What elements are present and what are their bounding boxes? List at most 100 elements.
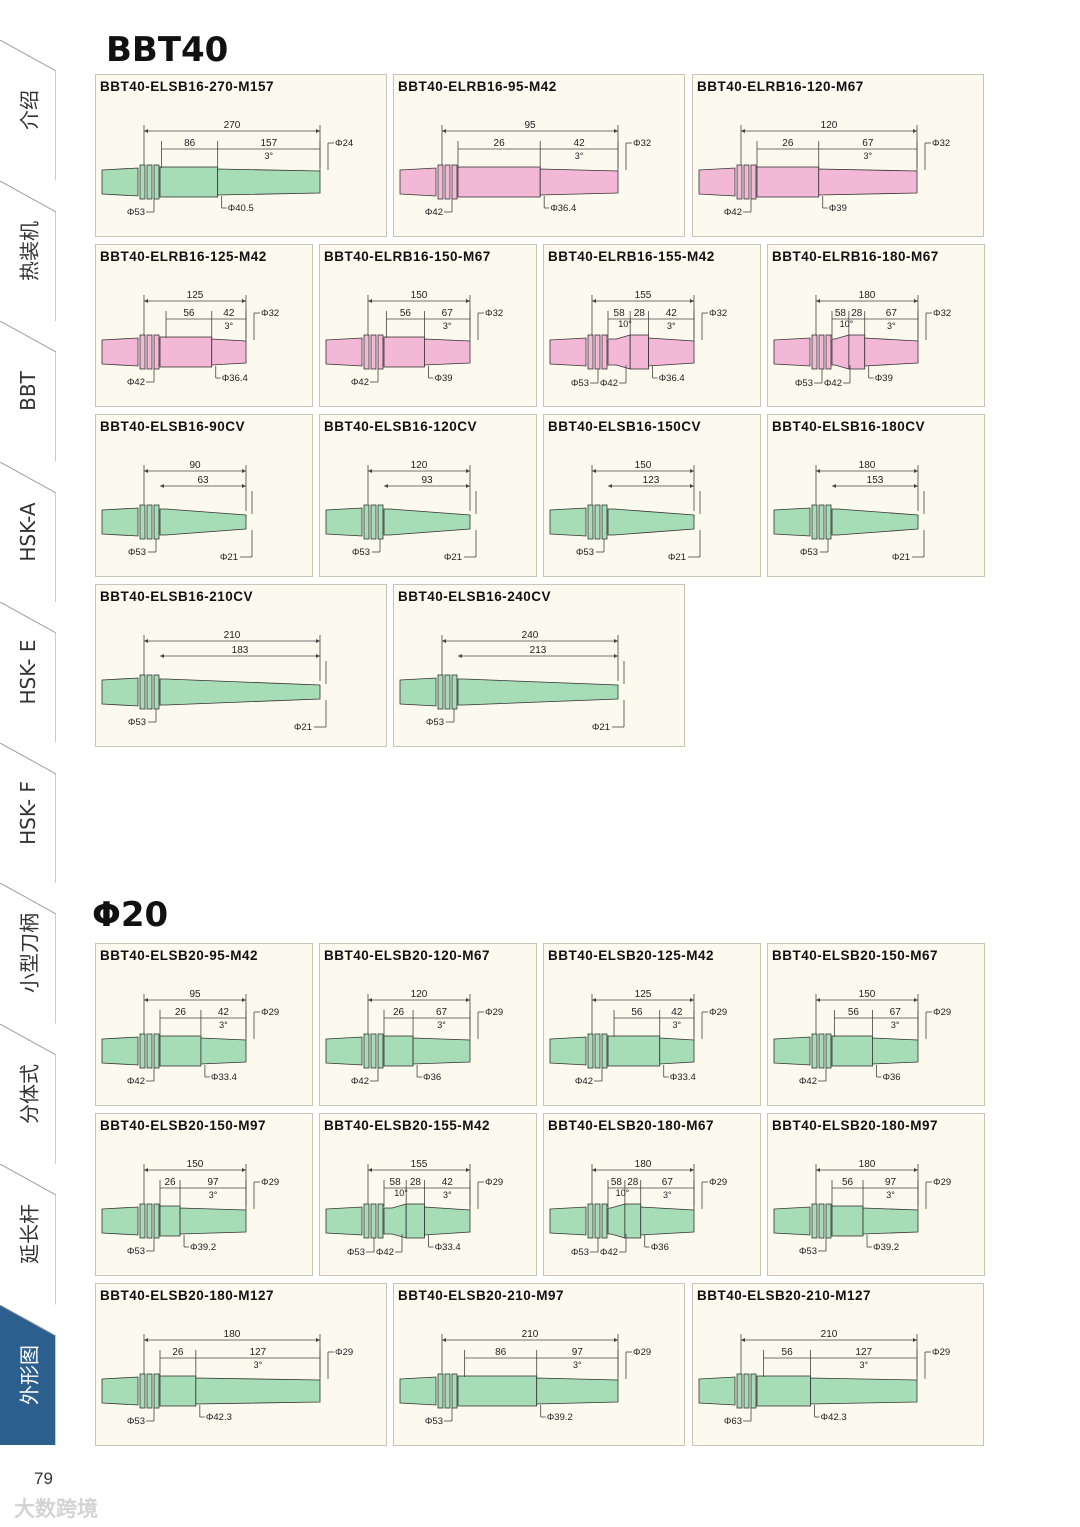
base-diameter-label: Φ42	[351, 377, 369, 388]
flange-ring	[146, 674, 153, 710]
sidebar-tab[interactable]: HSK-A	[0, 461, 56, 602]
flange-ring	[594, 1033, 601, 1069]
tip-section	[648, 337, 695, 367]
body-length-label: 183	[232, 645, 249, 656]
segment-length-label: 42	[223, 308, 235, 319]
sidebar-tab[interactable]: 介绍	[0, 40, 56, 181]
card-model-title: BBT40-ELSB16-180CV	[772, 419, 926, 434]
neck-section	[383, 1203, 407, 1239]
arrow-head	[914, 469, 918, 473]
tool-holder-drawing: 125 56 42 3° Φ29 Φ42 Φ33.4	[549, 989, 727, 1087]
arrow-head	[316, 639, 320, 643]
tip-section	[424, 338, 471, 366]
flange-ring	[363, 334, 370, 370]
tip-section	[536, 1377, 619, 1405]
taper-angle-label: 3°	[437, 1020, 446, 1030]
flange-ring	[153, 674, 160, 710]
flange-ring	[437, 1373, 444, 1409]
flange-ring	[587, 504, 594, 540]
tool-holder-drawing: 150 123 Φ21 Φ53	[549, 460, 701, 563]
segment-length-label: 67	[442, 308, 454, 319]
sidebar-tab[interactable]: HSK- E	[0, 602, 56, 743]
sidebar-nav: 介绍 热装机 BBT HSK-A HSK- E HSK- F 小型刀柄 分体式 延长杆 外形图	[0, 40, 56, 1445]
card-model-title: BBT40-ELSB20-180-M97	[772, 1118, 939, 1133]
tool-holder-drawing: 240 213 Φ21 Φ53	[399, 630, 625, 733]
arrow-head	[914, 998, 918, 1002]
card-model-title: BBT40-ELSB20-150-M67	[772, 948, 939, 963]
flange-ring	[451, 164, 458, 200]
flange-ring	[153, 334, 160, 370]
flange-ring	[818, 1203, 825, 1239]
segment-length-label: 97	[207, 1177, 219, 1188]
tool-holder-drawing: 210 56 127 3° Φ29 Φ63 Φ42.3	[698, 1329, 950, 1427]
flange-ring	[153, 1373, 160, 1409]
tip-diameter-label: Φ21	[892, 552, 910, 563]
tool-holder-drawing: 120 26 67 3° Φ32 Φ42 Φ39	[698, 120, 950, 218]
taper-shank	[549, 337, 587, 367]
taper-shank	[698, 167, 736, 197]
taper-shank	[101, 677, 139, 707]
flange-ring	[370, 1203, 377, 1239]
middle-section	[756, 166, 820, 198]
extension-body	[383, 508, 471, 536]
tool-holder-card: 240 213 Φ21 Φ53 BBT40-ELSB16-240CV	[393, 584, 685, 747]
mid-diameter-label: Φ36.4	[550, 203, 576, 214]
base-diameter-label: Φ53	[352, 547, 370, 558]
segment-length-label: 56	[848, 1007, 860, 1018]
segment-length-label: 56	[631, 1007, 643, 1018]
arrow-head	[614, 654, 618, 658]
tab-divider	[0, 40, 56, 72]
tool-holder-drawing: 180 26 127 3° Φ29 Φ53 Φ42.3	[101, 1329, 353, 1427]
tip-diameter-label: Φ29	[709, 1007, 727, 1018]
base-diameter-label: Φ42	[600, 378, 618, 389]
section-title-bbt40: BBT40	[106, 30, 229, 70]
tool-holder-card: 150 56 67 3° Φ29 Φ42 Φ36 BBT40-ELSB20-150-M67	[767, 943, 985, 1106]
arrow-head	[316, 129, 320, 133]
tip-diameter-label: Φ32	[933, 308, 951, 319]
total-length-label: 180	[224, 1329, 241, 1340]
tab-divider	[0, 180, 56, 212]
flange-ring	[444, 1373, 451, 1409]
tool-holder-card: 125 56 42 3° Φ29 Φ42 Φ33.4 BBT40-ELSB20-125-M42	[543, 943, 761, 1106]
base-diameter-label: Φ53	[426, 717, 444, 728]
tool-holder-drawing: 270 86 157 3° Φ24 Φ53 Φ40.5	[101, 120, 353, 218]
base-diameter-label: Φ42	[600, 1247, 618, 1258]
tip-section	[211, 338, 247, 366]
sidebar-tab[interactable]: 外形图	[0, 1304, 56, 1445]
neck-angle-label: 10°	[618, 319, 632, 329]
arrow-head	[458, 654, 462, 658]
base-diameter-label: Φ53	[128, 547, 146, 558]
sidebar-tab[interactable]: 小型刀柄	[0, 883, 56, 1024]
flange-ring	[818, 1033, 825, 1069]
arrow-head	[242, 1168, 246, 1172]
arrow-head	[592, 998, 596, 1002]
sidebar-tab[interactable]: HSK- F	[0, 742, 56, 883]
sidebar-tab[interactable]: 分体式	[0, 1023, 56, 1164]
flange-ring	[139, 334, 146, 370]
taper-angle-label: 3°	[219, 1020, 228, 1030]
tip-diameter-label: Φ24	[335, 138, 353, 149]
tip-diameter-label: Φ29	[709, 1177, 727, 1188]
card-model-title: BBT40-ELSB16-240CV	[398, 589, 552, 604]
sidebar-tab[interactable]: 延长杆	[0, 1164, 56, 1305]
sidebar-tab[interactable]: BBT	[0, 321, 56, 462]
total-length-label: 120	[411, 460, 428, 471]
segment-length-label: 42	[671, 1007, 683, 1018]
taper-shank	[101, 167, 139, 197]
segment-length-label: 56	[183, 308, 195, 319]
arrow-head	[442, 639, 446, 643]
flange-ring	[736, 1373, 743, 1409]
card-model-title: BBT40-ELSB20-180-M127	[100, 1288, 275, 1303]
sidebar-tab[interactable]: 热装机	[0, 180, 56, 321]
arrow-head	[816, 299, 820, 303]
flange-ring	[818, 334, 825, 370]
tool-holder-card: 155 58 28 42 10° 3° Φ29 Φ53 Φ42 Φ33.4 BBT40-ELSB20…	[319, 1113, 537, 1276]
tool-holder-drawing: 180 153 Φ21 Φ53	[773, 460, 925, 563]
taper-angle-label: 3°	[859, 1360, 868, 1370]
mid-diameter-label: Φ36	[882, 1072, 900, 1083]
card-model-title: BBT40-ELRB16-120-M67	[697, 79, 864, 94]
neck-section	[607, 1203, 626, 1239]
segment-length-label: 67	[890, 1007, 902, 1018]
mid-diameter-label: Φ39.2	[190, 1242, 216, 1253]
card-model-title: BBT40-ELSB20-180-M67	[548, 1118, 715, 1133]
